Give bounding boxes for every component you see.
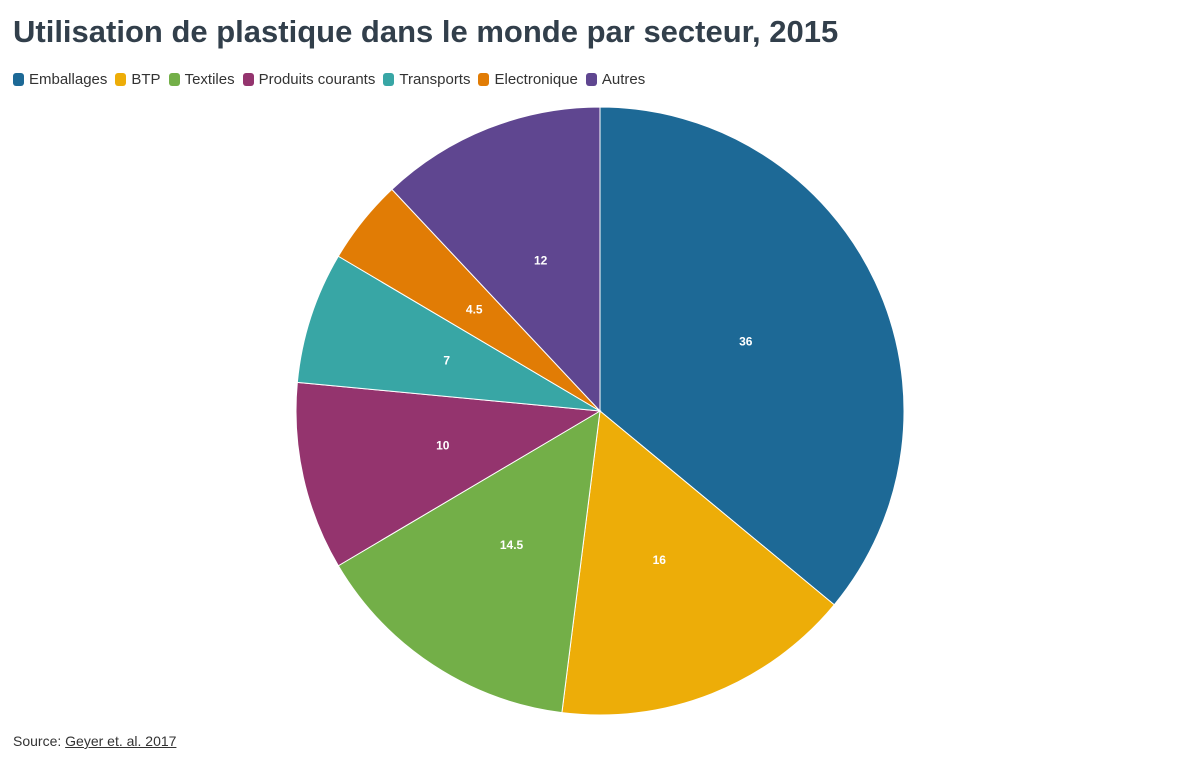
legend-swatch bbox=[242, 73, 254, 86]
legend-label: Emballages bbox=[29, 71, 108, 88]
source-link[interactable]: Geyer et. al. 2017 bbox=[65, 733, 177, 749]
slice-value-label: 4.5 bbox=[466, 302, 483, 316]
slice-value-label: 14.5 bbox=[500, 538, 524, 552]
legend-item[interactable]: Transports bbox=[383, 71, 470, 88]
legend-swatch bbox=[13, 73, 24, 86]
slice-value-label: 10 bbox=[436, 438, 450, 452]
chart-title: Utilisation de plastique dans le monde p… bbox=[13, 14, 839, 49]
source-note: Source: Geyer et. al. 2017 bbox=[13, 733, 176, 749]
legend-swatch bbox=[585, 73, 597, 86]
legend-label: Produits courants bbox=[258, 71, 376, 88]
pie-slice-emballages[interactable] bbox=[599, 106, 905, 606]
legend-swatch bbox=[168, 73, 180, 86]
legend-item[interactable]: Electronique bbox=[478, 71, 578, 88]
pie-slice-textiles[interactable] bbox=[337, 410, 601, 714]
legend-label: BTP bbox=[131, 71, 161, 88]
legend-swatch bbox=[478, 73, 490, 86]
pie-slice-autres[interactable] bbox=[391, 106, 601, 413]
legend-item[interactable]: BTP bbox=[115, 71, 161, 88]
pie-slice-btp[interactable] bbox=[561, 410, 835, 716]
legend-label: Autres bbox=[601, 71, 646, 88]
source-prefix: Source: bbox=[13, 733, 66, 749]
slice-value-label: 12 bbox=[534, 253, 548, 267]
pie-slice-transports[interactable] bbox=[296, 255, 601, 412]
slice-value-label: 7 bbox=[443, 353, 450, 367]
legend-item[interactable]: Textiles bbox=[168, 71, 235, 88]
slice-value-label: 16 bbox=[653, 553, 667, 567]
legend-swatch bbox=[383, 73, 395, 86]
legend-label: Textiles bbox=[184, 71, 235, 88]
legend-label: Transports bbox=[399, 71, 471, 88]
chart-legend: Emballages BTP Textiles Produits courants Tr… bbox=[13, 71, 653, 88]
legend-item[interactable]: Produits courants bbox=[242, 71, 376, 88]
legend-label: Electronique bbox=[494, 71, 578, 88]
slice-value-label: 36 bbox=[739, 335, 753, 349]
legend-swatch bbox=[115, 73, 127, 86]
legend-item[interactable]: Autres bbox=[585, 71, 646, 88]
pie-slice-produits-courants[interactable] bbox=[295, 381, 602, 567]
legend-item[interactable]: Emballages bbox=[13, 71, 107, 88]
